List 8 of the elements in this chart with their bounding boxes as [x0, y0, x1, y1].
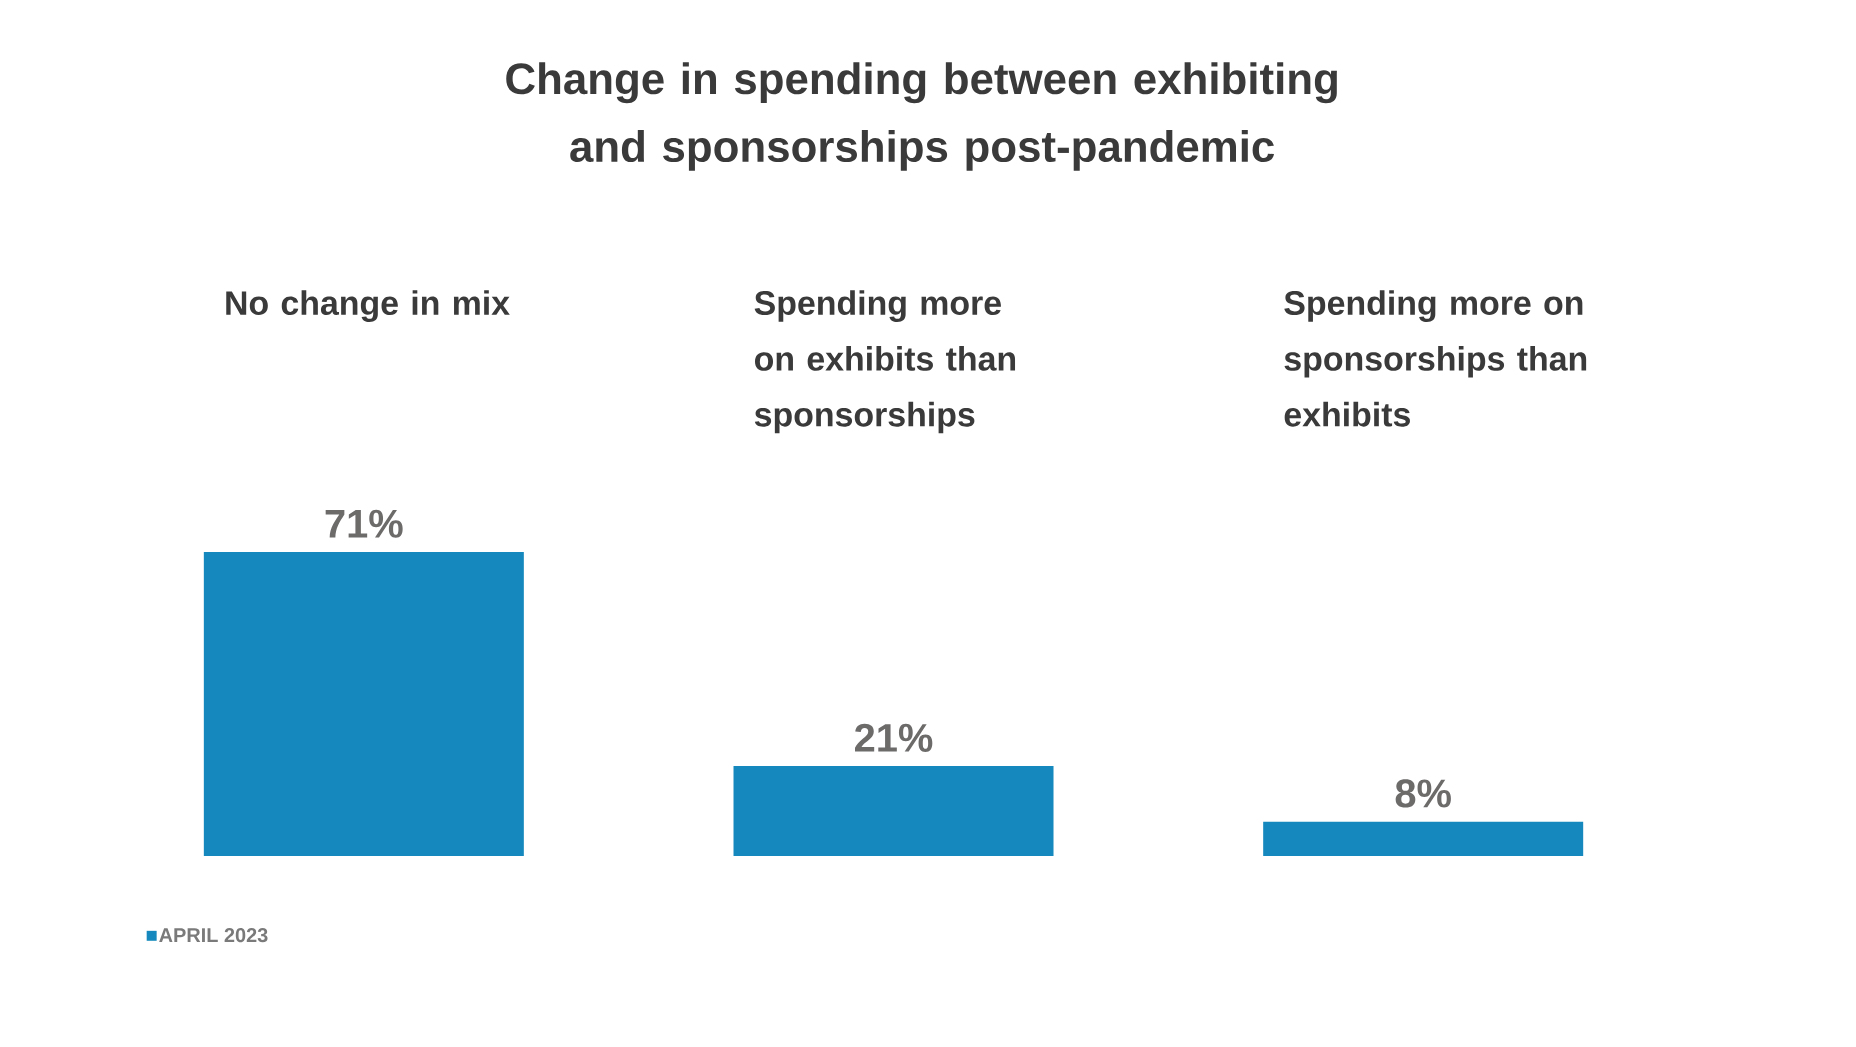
data-label: 21% [855, 723, 933, 752]
chart-title: Change in spending between exhibiting and sponsorships post-pandemic [506, 62, 1337, 171]
legend-label: APRIL 2023 [159, 928, 268, 943]
data-label: 71% [325, 509, 403, 538]
data-label: 8% [1395, 779, 1451, 808]
x-tick-label: Spending more on sponsorships than exhibits [1284, 290, 1587, 427]
x-tick-label: No change in mix [226, 290, 510, 322]
x-tick-label: Spending more on exhibits than sponsorships [754, 290, 1016, 434]
